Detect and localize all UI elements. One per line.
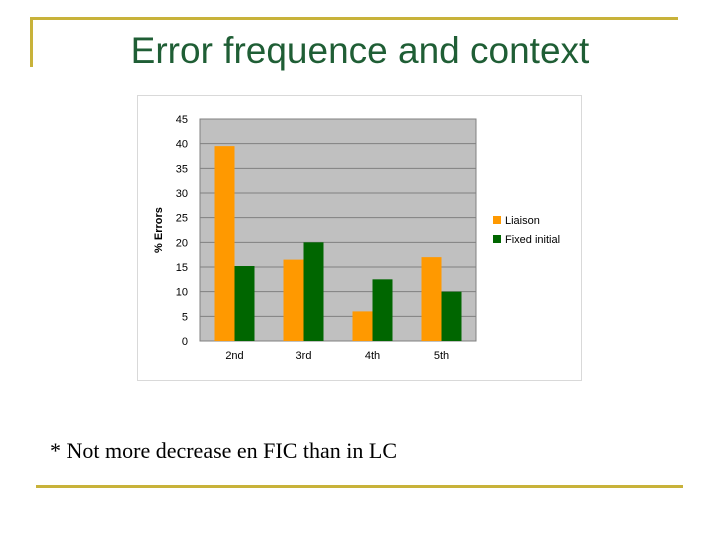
footnote: * Not more decrease en FIC than in LC: [50, 438, 398, 463]
bars: [214, 146, 462, 341]
bar-liaison-3rd: [283, 259, 304, 341]
bar-liaison-2nd: [214, 146, 235, 341]
left-accent-line: [30, 17, 33, 67]
y-tick-label: 35: [176, 163, 188, 175]
slide-title: Error frequence and context: [130, 30, 590, 71]
top-accent-line: [30, 17, 678, 20]
legend-label: Liaison: [505, 215, 540, 227]
x-tick-label: 3rd: [296, 350, 312, 362]
y-tick-label: 25: [176, 213, 188, 225]
bar-fixed-initial-3rd: [303, 242, 324, 341]
y-tick-label: 30: [176, 188, 188, 200]
bar-liaison-5th: [421, 257, 442, 341]
x-tick-labels: 2nd 3rd 4th 5th: [225, 350, 449, 362]
bar-fixed-initial-5th: [441, 291, 462, 341]
legend-label: Fixed initial: [505, 234, 560, 246]
x-tick-label: 4th: [365, 350, 380, 362]
legend-swatch: [493, 235, 501, 243]
y-tick-label: 10: [176, 287, 188, 299]
y-tick-label: 15: [176, 262, 188, 274]
y-tick-label: 20: [176, 237, 188, 249]
y-tick-label: 45: [176, 114, 188, 126]
y-tick-label: 5: [182, 311, 188, 323]
bar-chart: 0 5 10 15 20 25 30 35 40 45 2nd 3rd 4th 5th % Errors…: [153, 114, 560, 362]
bottom-accent-line: [36, 485, 683, 488]
y-tick-labels: 0 5 10 15 20 25 30 35 40 45: [176, 114, 188, 348]
y-axis-label: % Errors: [153, 207, 165, 253]
x-tick-label: 5th: [434, 350, 449, 362]
x-tick-label: 2nd: [225, 350, 243, 362]
y-tick-label: 40: [176, 139, 188, 151]
bar-fixed-initial-4th: [372, 279, 393, 341]
legend-swatch: [493, 216, 501, 224]
bar-liaison-4th: [352, 311, 373, 341]
chart-container: 0 5 10 15 20 25 30 35 40 45 2nd 3rd 4th 5th % Errors…: [137, 95, 582, 381]
bar-fixed-initial-2nd: [234, 266, 255, 341]
legend: Liaison Fixed initial: [493, 215, 560, 246]
y-tick-label: 0: [182, 336, 188, 348]
